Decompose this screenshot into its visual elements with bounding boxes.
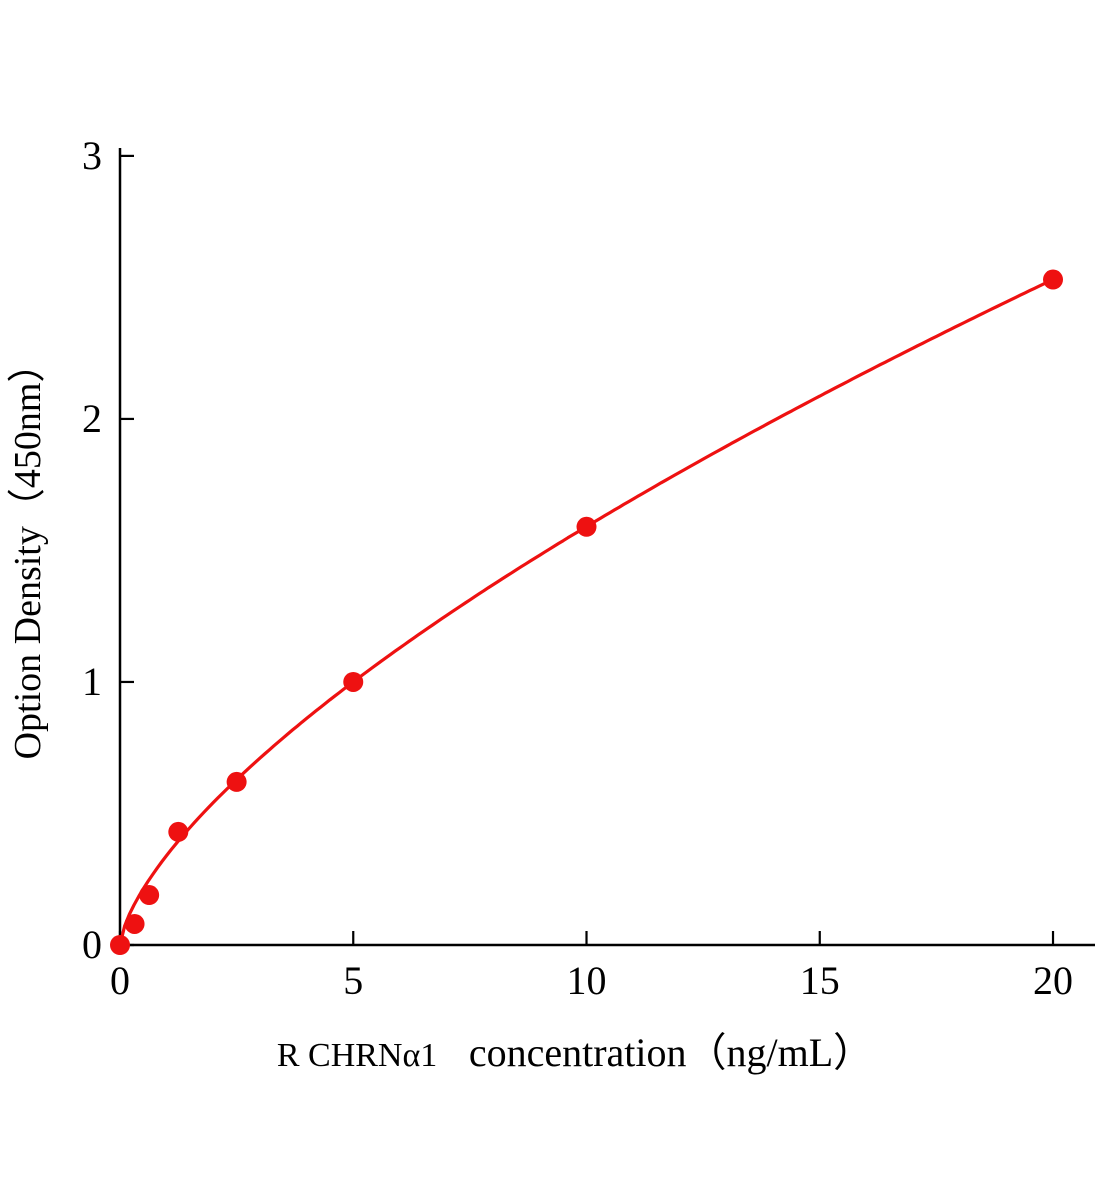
- data-points: [110, 269, 1064, 955]
- axes: [118, 148, 1095, 947]
- x-tick-label: 20: [1033, 958, 1073, 1003]
- x-axis-label-gene: R CHRNα1: [277, 1037, 437, 1074]
- data-point: [343, 671, 364, 692]
- data-point: [139, 885, 160, 906]
- tick-labels: 0 5 10 15 20 0 1 2 3: [82, 133, 1073, 1003]
- y-tick-label: 2: [82, 396, 102, 441]
- data-point: [124, 913, 145, 934]
- y-axis-label: Option Density（450nm）: [7, 345, 49, 760]
- fit-curve: [118, 277, 1055, 947]
- x-axis-label: R CHRNα1 concentration（ng/mL）: [277, 1030, 873, 1075]
- data-point: [1043, 269, 1064, 290]
- y-tick-label: 1: [82, 659, 102, 704]
- x-tick-label: 5: [343, 958, 363, 1003]
- y-tick-label: 0: [82, 922, 102, 967]
- data-point: [576, 516, 597, 537]
- x-axis-label-concentration: concentration（ng/mL）: [469, 1030, 873, 1075]
- data-point: [168, 821, 189, 842]
- x-tick-label: 0: [110, 958, 130, 1003]
- x-tick-label: 10: [567, 958, 607, 1003]
- y-tick-label: 3: [82, 133, 102, 178]
- data-point: [110, 935, 130, 955]
- x-tick-label: 15: [800, 958, 840, 1003]
- data-point: [226, 771, 247, 792]
